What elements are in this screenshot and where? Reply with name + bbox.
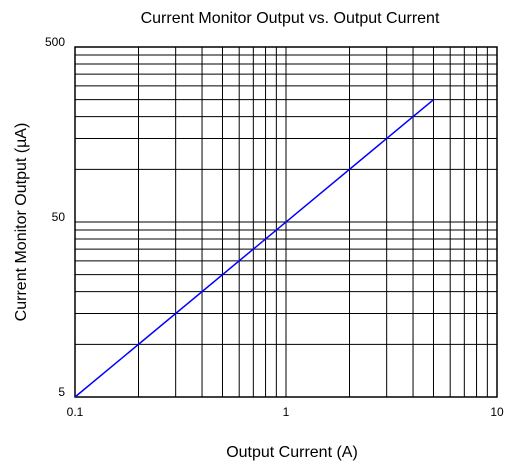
chart-title: Current Monitor Output vs. Output Curren… xyxy=(141,10,440,27)
x-tick-label: 1 xyxy=(283,405,290,419)
plot-frame xyxy=(74,46,498,398)
x-tick-label: 10 xyxy=(490,405,504,419)
y-tick-label: 5 xyxy=(58,385,65,399)
y-tick-label: 500 xyxy=(45,35,65,49)
data-line xyxy=(74,99,434,398)
x-axis-label: Output Current (A) xyxy=(226,444,358,461)
y-tick-label: 50 xyxy=(52,210,66,224)
y-axis-label: Current Monitor Output (µA) xyxy=(13,123,30,322)
x-tick-label: 0.1 xyxy=(67,405,84,419)
